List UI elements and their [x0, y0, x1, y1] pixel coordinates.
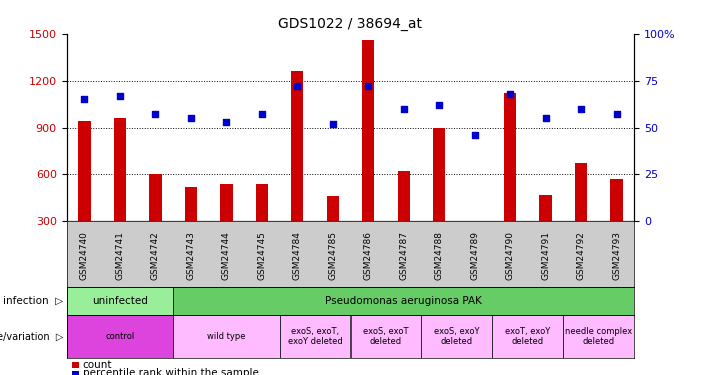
Bar: [173, 315, 280, 358]
Text: GSM24786: GSM24786: [364, 231, 373, 280]
Point: [576, 106, 587, 112]
Bar: [114, 118, 126, 221]
Text: exoT, exoY
deleted: exoT, exoY deleted: [505, 327, 550, 346]
Point: [398, 106, 409, 112]
Bar: [220, 184, 233, 221]
Bar: [564, 315, 634, 358]
Bar: [468, 221, 481, 226]
Text: GSM24792: GSM24792: [577, 231, 585, 280]
Point: [150, 111, 161, 117]
Bar: [540, 195, 552, 221]
Bar: [291, 71, 304, 221]
Point: [434, 102, 445, 108]
Text: GSM24745: GSM24745: [257, 231, 266, 280]
Text: GSM24791: GSM24791: [541, 231, 550, 280]
Text: exoS, exoT,
exoY deleted: exoS, exoT, exoY deleted: [287, 327, 342, 346]
Bar: [575, 164, 587, 221]
Bar: [67, 315, 173, 358]
Bar: [504, 93, 517, 221]
Text: GSM24741: GSM24741: [116, 231, 124, 280]
Bar: [492, 315, 564, 358]
Bar: [67, 287, 173, 315]
Bar: [362, 40, 374, 221]
Text: GSM24787: GSM24787: [400, 231, 408, 280]
Text: GSM24742: GSM24742: [151, 231, 160, 280]
Text: exoS, exoY
deleted: exoS, exoY deleted: [434, 327, 479, 346]
Point: [505, 91, 516, 97]
Text: GSM24793: GSM24793: [612, 231, 621, 280]
Point: [611, 111, 622, 117]
Text: wild type: wild type: [207, 332, 245, 341]
Text: Pseudomonas aeruginosa PAK: Pseudomonas aeruginosa PAK: [325, 296, 482, 306]
Point: [540, 115, 551, 121]
Text: GSM24785: GSM24785: [328, 231, 337, 280]
Text: count: count: [83, 360, 112, 370]
Bar: [184, 187, 197, 221]
Point: [327, 121, 339, 127]
Title: GDS1022 / 38694_at: GDS1022 / 38694_at: [278, 17, 423, 32]
Text: control: control: [105, 332, 135, 341]
Text: uninfected: uninfected: [92, 296, 148, 306]
Text: percentile rank within the sample: percentile rank within the sample: [83, 369, 259, 375]
Bar: [280, 315, 350, 358]
Text: GSM24743: GSM24743: [186, 231, 196, 280]
Text: GSM24744: GSM24744: [222, 231, 231, 280]
Text: GSM24788: GSM24788: [435, 231, 444, 280]
Point: [256, 111, 267, 117]
Text: GSM24790: GSM24790: [505, 231, 515, 280]
Bar: [397, 171, 410, 221]
Text: GSM24789: GSM24789: [470, 231, 479, 280]
Text: GSM24740: GSM24740: [80, 231, 89, 280]
Bar: [149, 174, 161, 221]
Bar: [611, 179, 623, 221]
Bar: [173, 287, 634, 315]
Point: [79, 96, 90, 102]
Point: [469, 132, 480, 138]
Text: needle complex
deleted: needle complex deleted: [565, 327, 632, 346]
Bar: [327, 196, 339, 221]
Bar: [350, 315, 421, 358]
Bar: [256, 184, 268, 221]
Point: [292, 83, 303, 89]
Text: exoS, exoT
deleted: exoS, exoT deleted: [363, 327, 409, 346]
Point: [362, 83, 374, 89]
Text: GSM24784: GSM24784: [293, 231, 301, 280]
Text: infection  ▷: infection ▷: [3, 296, 63, 306]
Bar: [433, 128, 445, 221]
Text: genotype/variation  ▷: genotype/variation ▷: [0, 332, 63, 342]
Point: [114, 93, 125, 99]
Point: [185, 115, 196, 121]
Bar: [78, 121, 90, 221]
Bar: [421, 315, 492, 358]
Point: [221, 119, 232, 125]
